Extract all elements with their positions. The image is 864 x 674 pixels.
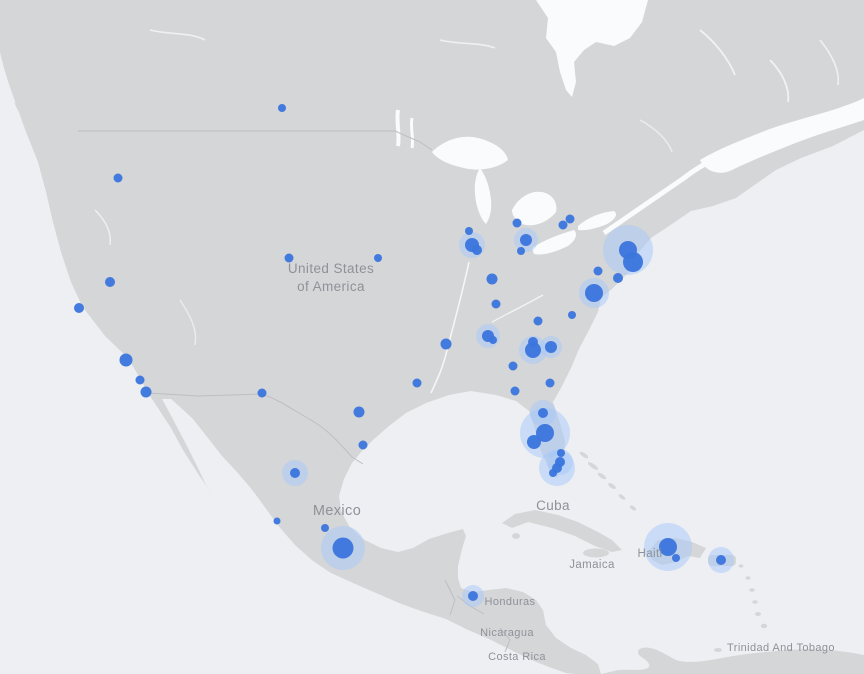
data-point-bubble[interactable] [623,252,643,272]
bubble-dot-layer [74,104,726,601]
data-point-bubble[interactable] [290,468,300,478]
hudson-bay [536,0,648,97]
data-point-bubble[interactable] [412,378,422,388]
data-point-bubble[interactable] [105,277,115,287]
border-honduras-nicaragua [499,627,511,653]
terrain-squiggle [639,119,673,153]
data-point-bubble[interactable] [585,284,603,302]
terrain-squiggle [769,59,790,103]
data-point-bubble[interactable] [527,435,541,449]
data-point-bubble[interactable] [565,214,575,224]
lake-huron [512,191,557,226]
lake-michigan [474,168,492,224]
data-point-bubble[interactable] [659,538,677,556]
data-point-bubble[interactable] [538,408,548,418]
data-point-bubble[interactable] [558,220,568,230]
data-point-bubble[interactable] [321,524,329,532]
data-point-bubble[interactable] [525,342,541,358]
mississippi-river [430,261,470,394]
lake-erie [532,230,576,255]
data-point-bubble[interactable] [140,386,152,398]
data-point-bubble[interactable] [536,424,554,442]
data-point-bubble[interactable] [353,406,365,418]
lake-ontario [578,211,616,231]
data-point-bubble[interactable] [568,311,576,319]
data-point-bubble[interactable] [468,591,478,601]
lake-winnipeg [395,109,401,147]
data-point-bubble[interactable] [491,299,501,309]
data-point-bubble[interactable] [520,234,532,246]
terrain-squiggle [439,39,496,49]
border-us-mexico [147,392,364,465]
data-point-bubble[interactable] [472,245,482,255]
st-lawrence-river [602,159,710,236]
data-point-bubble[interactable] [613,273,623,283]
data-point-bubble[interactable] [135,375,145,385]
data-point-bubble[interactable] [545,378,555,388]
lake-superior [432,136,508,170]
data-point-bubble[interactable] [465,227,473,235]
data-point-bubble[interactable] [593,266,603,276]
data-point-bubble[interactable] [257,388,267,398]
data-point-bubble[interactable] [508,361,518,371]
landmass-cuba [502,510,622,552]
data-point-bubble[interactable] [672,554,680,562]
data-point-bubble[interactable] [489,336,497,344]
gulf-st-lawrence [700,98,864,173]
data-point-bubble[interactable] [510,386,520,396]
data-point-bubble[interactable] [284,253,294,263]
terrain-squiggle [94,209,112,246]
data-point-bubble[interactable] [557,449,565,457]
country-borders [78,130,511,653]
terrain-squiggle [149,29,206,41]
landmass-vancouver-island [14,102,76,166]
terrain-squiggle [819,39,840,86]
data-point-bubble[interactable] [113,173,123,183]
terrain-squiggle [179,299,197,346]
data-point-bubble[interactable] [278,104,286,112]
landmass-jamaica [583,548,609,558]
landmass-margarita [714,648,722,652]
data-point-bubble[interactable] [486,273,498,285]
landmass-bahamas [579,451,637,511]
data-point-bubble[interactable] [273,517,281,525]
data-point-bubble[interactable] [119,353,133,367]
data-point-bubble[interactable] [549,469,557,477]
lake-manitoba [409,117,415,149]
data-point-bubble[interactable] [358,440,368,450]
data-point-bubble[interactable] [374,254,382,262]
terrain-squiggle [699,29,736,76]
ohio-river [491,294,544,323]
data-point-bubble[interactable] [517,247,525,255]
landmass-isla-juventud [512,533,520,539]
border-mexico-guatemala [444,579,456,616]
data-point-bubble[interactable] [512,218,522,228]
data-point-bubble[interactable] [440,338,452,350]
data-point-bubble[interactable] [545,341,557,353]
border-us-canada [78,130,433,151]
inland-water [94,0,864,394]
data-point-bubble[interactable] [74,303,84,313]
data-point-bubble[interactable] [716,555,726,565]
landmass-south-america [601,647,864,674]
data-point-bubble[interactable] [332,537,354,559]
landmass-lesser-antilles [738,564,768,629]
data-point-bubble[interactable] [533,316,543,326]
